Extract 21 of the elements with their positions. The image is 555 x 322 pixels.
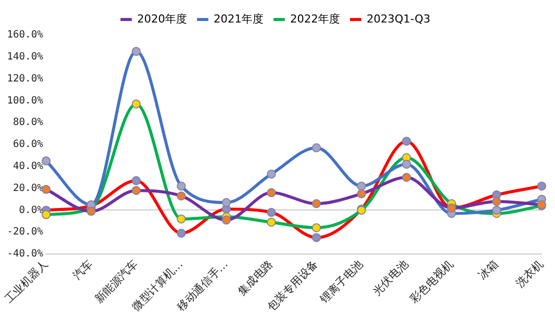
legend-label: 2022年度 (290, 12, 340, 26)
y-tick-label: -20.0% (7, 226, 44, 238)
y-tick-label: -40.0% (7, 248, 44, 260)
y-tick-label: 120.0% (7, 73, 44, 84)
y-tick-label: 60.0% (13, 139, 44, 150)
legend-label: 2020年度 (137, 12, 188, 26)
y-tick-label: 80.0% (13, 117, 44, 128)
y-tick-label: 40.0% (13, 160, 44, 172)
legend-label: 2023Q1-Q3 (366, 12, 430, 26)
y-tick-label: 100.0% (7, 95, 44, 106)
x-tick-label: 冰箱 (476, 258, 501, 282)
legend-label: 2021年度 (214, 12, 264, 26)
x-tick-label: 洗衣机 (513, 258, 546, 290)
y-tick-label: 160.0% (7, 30, 44, 41)
x-tick-label: 锂离子电池 (316, 258, 366, 306)
x-tick-label: 集成电路 (235, 258, 276, 298)
y-tick-label: 20.0% (13, 182, 44, 194)
y-tick-label: 0.0% (19, 204, 44, 216)
x-tick-label: 汽车 (70, 258, 96, 282)
y-tick-label: 140.0% (7, 51, 44, 62)
x-tick-label: 工业机器人 (2, 258, 50, 306)
